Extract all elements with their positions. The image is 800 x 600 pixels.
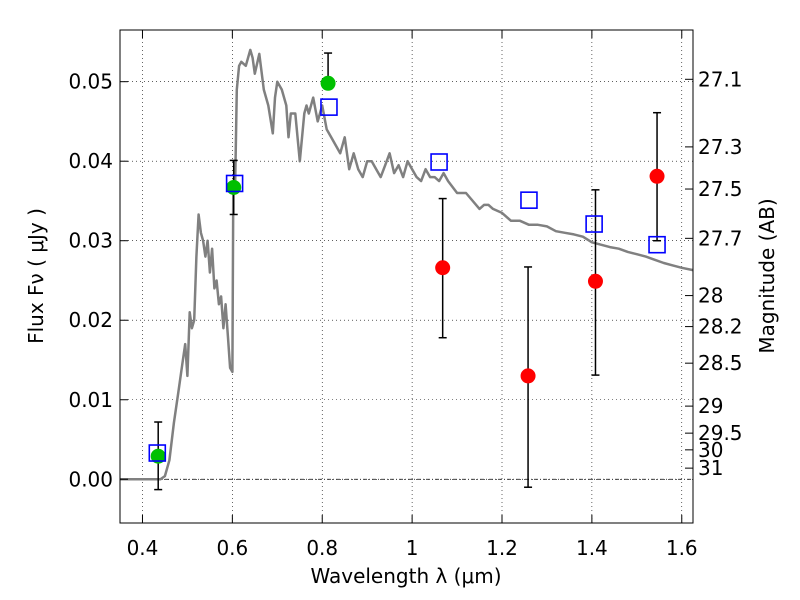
y-tick-label: 0.03 [68,229,113,253]
x-axis-label: Wavelength λ (μm) [310,564,501,588]
x-tick-label: 0.6 [216,536,248,560]
detection-point [226,179,242,195]
x-tick-label: 1.2 [486,536,518,560]
model-photometry-square [430,153,448,171]
model-photometry-square [585,215,603,233]
y-tick-label: 0.02 [68,308,113,332]
y-tick-label: 0.00 [68,467,113,491]
plot-frame [119,29,694,524]
y2-tick-label: 28.5 [698,351,743,375]
detection-point [320,75,336,91]
model-spectrum-line [120,48,694,481]
model-photometry-square [520,191,538,209]
y-axis-label: Flux Fν ( μJy ) [24,208,48,344]
plot-background [120,30,693,523]
model-spectrum-layer [120,48,694,481]
x-tick-label: 0.4 [127,536,159,560]
model-photometry-square [320,98,338,116]
non-detection-point [520,368,536,384]
x-tick-label: 1.6 [666,536,698,560]
y2-tick-label: 30 [698,438,723,462]
photometry-layer [148,52,666,491]
non-detection-point [435,260,451,276]
model-photometry-square [225,174,244,193]
y-tick-label: 0.01 [68,388,113,412]
model-photometry-square [648,235,666,254]
x-tick-label: 0.8 [306,536,338,560]
y-axis-ticks: 0.00 0.01 0.02 0.03 0.04 0.05 [68,70,128,491]
y2-tick-label: 27.7 [698,226,743,250]
y2-axis-label: Magnitude (AB) [755,198,779,353]
y2-tick-label: 29.5 [698,421,743,445]
y2-tick-label: 27.3 [698,135,743,159]
model-photometry-square [148,444,167,462]
x-tick-label: 1.4 [576,536,608,560]
non-detection-point [649,168,665,184]
y2-tick-label: 29 [698,394,723,418]
y2-tick-label: 28 [698,284,723,308]
non-detection-point [587,273,603,289]
y-tick-label: 0.05 [68,70,113,94]
y2-tick-label: 31 [698,456,723,480]
x-tick-label: 1 [406,536,419,560]
x-axis-ticks: 0.4 0.6 0.8 1 1.2 1.4 1.6 [127,30,698,560]
y2-tick-label: 28.2 [698,315,743,339]
y2-tick-label: 27.5 [698,177,743,201]
y-tick-label: 0.04 [68,149,113,173]
y2-tick-label: 27.1 [698,67,743,91]
